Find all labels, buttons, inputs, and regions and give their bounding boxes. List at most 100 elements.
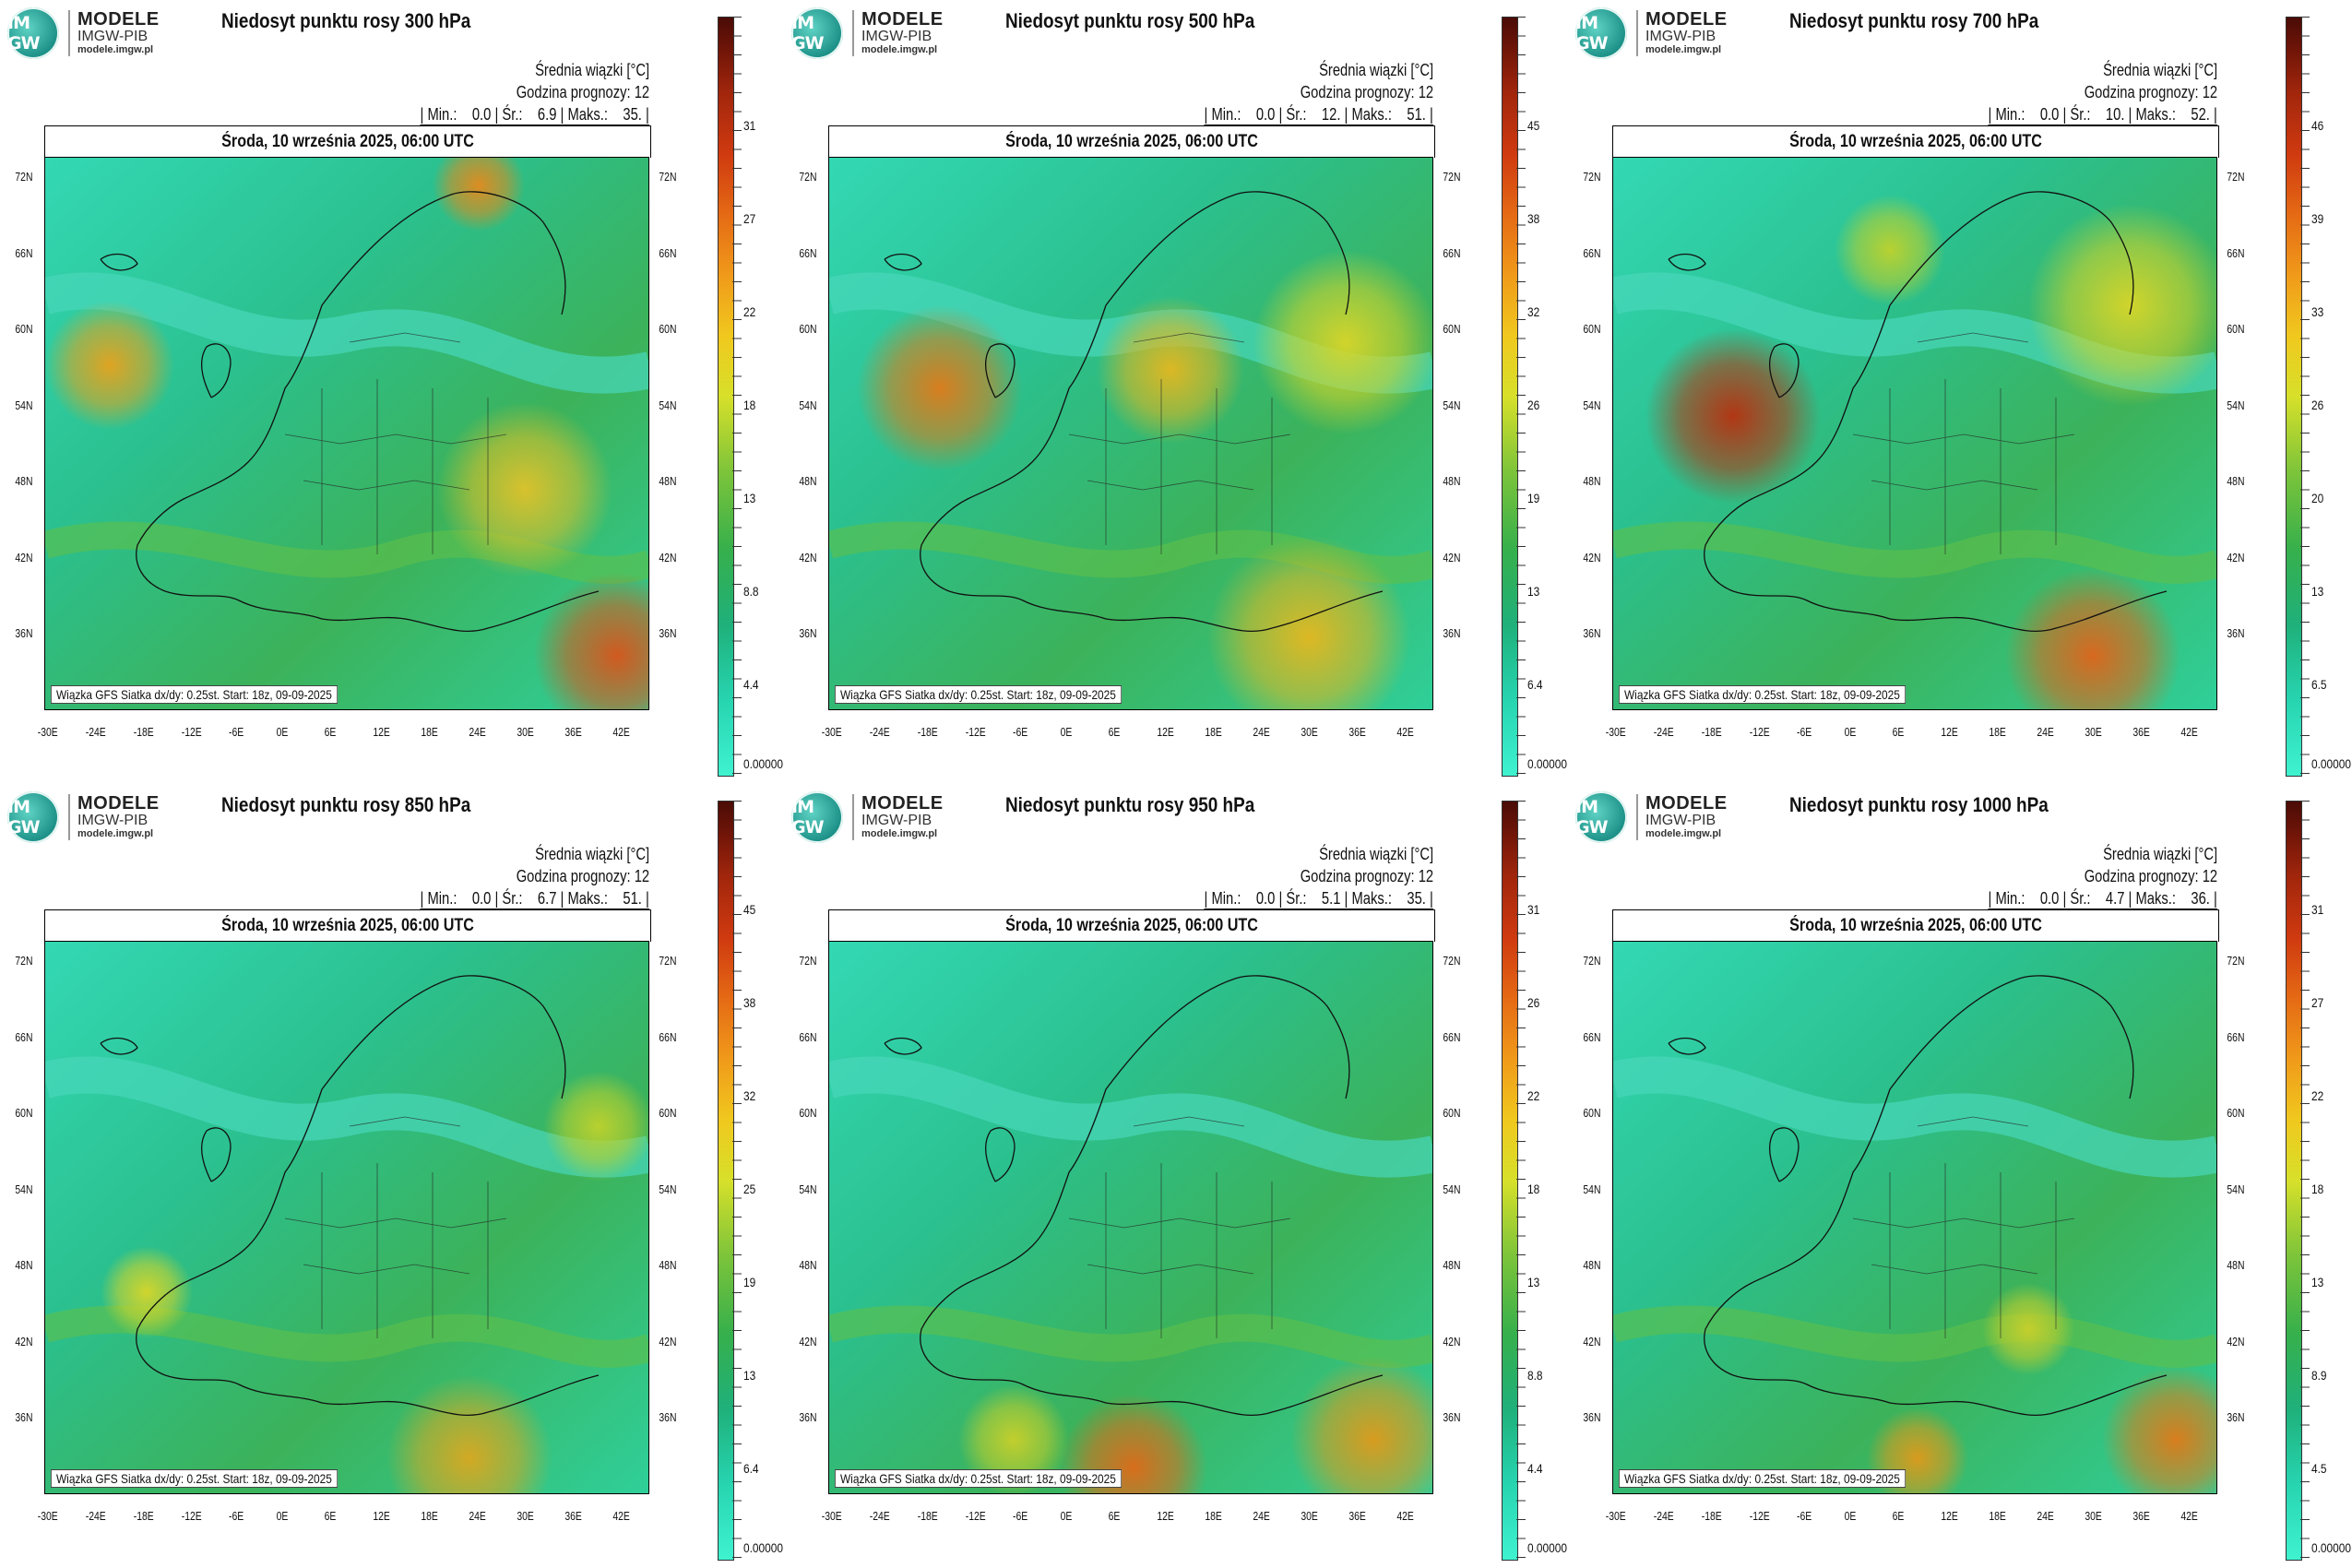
coastline — [100, 191, 600, 632]
colorbar-ticks — [2300, 801, 2310, 1559]
lat-label: 72N — [799, 170, 817, 184]
logo-url: modele.imgw.pl — [1645, 44, 1722, 56]
lon-label: 36E — [564, 1509, 582, 1523]
country-borders — [1068, 1116, 1291, 1338]
lon-label: 36E — [564, 725, 582, 739]
lon-label: 0E — [1844, 725, 1857, 739]
lon-label: 30E — [517, 1509, 534, 1523]
lat-label: 42N — [15, 550, 33, 564]
logo-line1: MODELE — [1645, 9, 1728, 30]
imgw-logo[interactable]: IM GW MODELE IMGW-PIB modele.imgw.pl — [1575, 7, 1728, 59]
country-borders — [1852, 1116, 2075, 1338]
map-canvas — [45, 158, 648, 709]
logo-url: modele.imgw.pl — [77, 828, 154, 840]
coastline — [1668, 191, 2168, 632]
colorbar-label: 45 — [743, 902, 756, 917]
colorbar-label: 4.4 — [743, 677, 759, 692]
colorbar-ticks — [1516, 17, 1526, 775]
lat-label: 36N — [799, 626, 817, 640]
lon-label: -18E — [133, 725, 154, 739]
lon-label: 18E — [1205, 725, 1222, 739]
colorbar-label: 26 — [2311, 398, 2324, 412]
lat-label: 48N — [659, 1258, 677, 1272]
colorbar-label: 19 — [743, 1275, 756, 1289]
logo-line2: IMGW-PIB — [77, 29, 148, 45]
lon-label: 42E — [1396, 1509, 1414, 1523]
forecast-map[interactable]: Wiązka GFS Siatka dx/dy: 0.25st. Start: … — [828, 941, 1433, 1494]
coastline — [884, 975, 1384, 1416]
lat-label: 60N — [1443, 322, 1461, 336]
imgw-logo[interactable]: IM GW MODELE IMGW-PIB modele.imgw.pl — [7, 7, 160, 59]
lat-label: 48N — [15, 1258, 33, 1272]
colorbar-label: 8.8 — [743, 584, 759, 599]
panel-meta: Średnia wiązki [°C] Godzina prognozy: 12 — [2085, 843, 2217, 887]
lat-label: 42N — [1583, 1334, 1601, 1348]
colorbar-label: 31 — [1527, 902, 1540, 917]
imgw-logo-badge: IM GW — [1575, 7, 1627, 59]
forecast-map[interactable]: Wiązka GFS Siatka dx/dy: 0.25st. Start: … — [1612, 157, 2217, 710]
lat-label: 60N — [1583, 322, 1601, 336]
panel-meta: Średnia wiązki [°C] Godzina prognozy: 12 — [2085, 59, 2217, 103]
lon-label: -24E — [869, 1509, 890, 1523]
imgw-logo-badge: IM GW — [791, 7, 843, 59]
colorbar-label: 27 — [743, 211, 756, 226]
lat-label: 42N — [1443, 550, 1461, 564]
panel-meta: Średnia wiązki [°C] Godzina prognozy: 12 — [1301, 843, 1433, 887]
lon-label: 30E — [517, 725, 534, 739]
map-canvas — [829, 942, 1432, 1493]
lon-label: 12E — [1941, 725, 1958, 739]
map-canvas — [829, 158, 1432, 709]
country-borders — [1852, 332, 2075, 554]
panel-title: Niedosyt punktu rosy 300 hPa — [221, 9, 471, 32]
stats-line: | Min.: 0.0 | Śr.: 5.1 | Maks.: 35. | — [1204, 889, 1433, 909]
lon-label: 12E — [373, 725, 390, 739]
lat-label: 60N — [659, 1106, 677, 1120]
forecast-hour: Godzina prognozy: 12 — [2084, 83, 2217, 101]
lon-label: -24E — [869, 725, 890, 739]
ensemble-mean-label: Średnia wiązki [°C] — [2102, 61, 2217, 79]
forecast-map[interactable]: Wiązka GFS Siatka dx/dy: 0.25st. Start: … — [44, 941, 649, 1494]
model-footer: Wiązka GFS Siatka dx/dy: 0.25st. Start: … — [835, 685, 1122, 704]
lon-label: 42E — [2180, 1509, 2198, 1523]
lon-label: -30E — [37, 725, 58, 739]
lat-label: 54N — [1443, 398, 1461, 412]
lon-label: 36E — [1348, 1509, 1366, 1523]
colorbar-label: 33 — [2311, 304, 2324, 319]
colorbar-label: 27 — [2311, 995, 2324, 1010]
imgw-logo-badge: IM GW — [791, 791, 843, 843]
lon-label: -6E — [1013, 725, 1028, 739]
lon-label: -6E — [229, 1509, 244, 1523]
imgw-logo[interactable]: IM GW MODELE IMGW-PIB modele.imgw.pl — [791, 791, 944, 843]
coastline — [884, 191, 1384, 632]
lon-label: 24E — [1253, 725, 1270, 739]
lon-label: 24E — [469, 725, 486, 739]
colorbar-label: 0.00000 — [743, 756, 784, 771]
lon-label: -30E — [1605, 725, 1626, 739]
forecast-map[interactable]: Wiązka GFS Siatka dx/dy: 0.25st. Start: … — [44, 157, 649, 710]
lat-label: 48N — [799, 474, 817, 488]
forecast-map[interactable]: Wiązka GFS Siatka dx/dy: 0.25st. Start: … — [828, 157, 1433, 710]
colorbar-label: 18 — [743, 398, 756, 412]
forecast-map[interactable]: Wiązka GFS Siatka dx/dy: 0.25st. Start: … — [1612, 941, 2217, 1494]
imgw-logo[interactable]: IM GW MODELE IMGW-PIB modele.imgw.pl — [7, 791, 160, 843]
ensemble-mean-label: Średnia wiązki [°C] — [534, 845, 649, 863]
imgw-logo[interactable]: IM GW MODELE IMGW-PIB modele.imgw.pl — [1575, 791, 1728, 843]
lat-label: 36N — [1443, 1410, 1461, 1424]
forecast-hour: Godzina prognozy: 12 — [2084, 867, 2217, 885]
lat-label: 36N — [1443, 626, 1461, 640]
lat-label: 36N — [2227, 1410, 2245, 1424]
colorbar-label: 32 — [1527, 304, 1540, 319]
lon-label: -12E — [965, 725, 986, 739]
lat-label: 54N — [15, 1182, 33, 1196]
panel-meta: Średnia wiązki [°C] Godzina prognozy: 12 — [517, 843, 649, 887]
colorbar-ticks — [2300, 17, 2310, 775]
lon-label: 24E — [469, 1509, 486, 1523]
lat-label: 60N — [15, 1106, 33, 1120]
colorbar-label: 18 — [1527, 1182, 1540, 1196]
lat-label: 66N — [1583, 245, 1601, 260]
imgw-logo[interactable]: IM GW MODELE IMGW-PIB modele.imgw.pl — [791, 7, 944, 59]
map-panel: IM GW MODELE IMGW-PIB modele.imgw.pl Nie… — [1568, 784, 2352, 1568]
coastline — [1668, 975, 2168, 1416]
lon-label: -24E — [85, 725, 106, 739]
lat-label: 72N — [2227, 954, 2245, 968]
